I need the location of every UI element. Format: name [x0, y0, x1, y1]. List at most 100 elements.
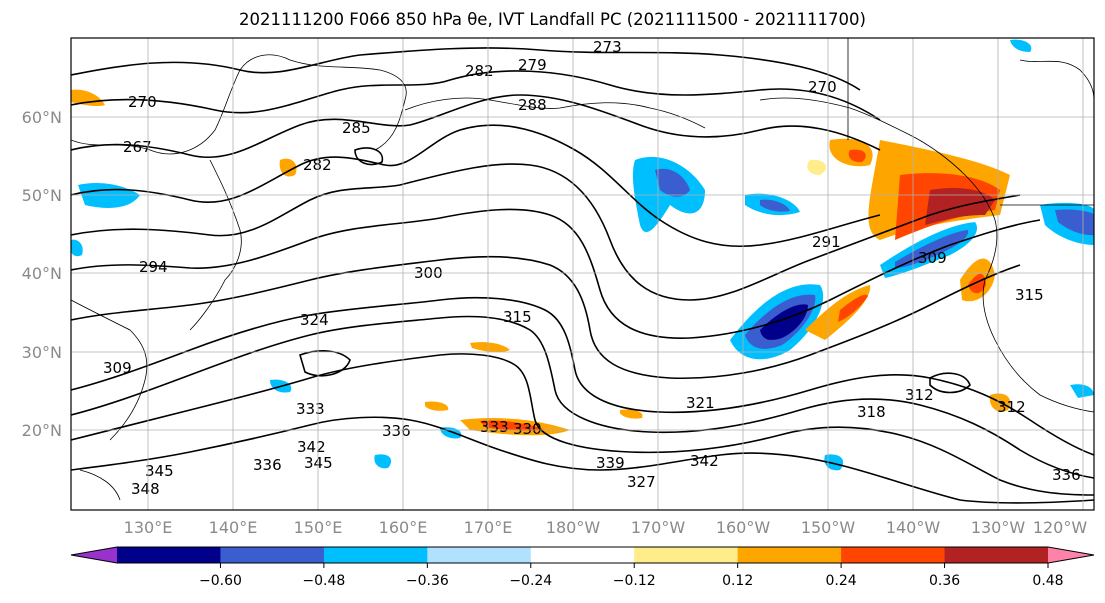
- negative-anomaly-region: [1070, 384, 1094, 398]
- contour-line: [71, 315, 1094, 479]
- colorbar-extend-low: [71, 547, 117, 563]
- colorbar-cell: [323, 547, 428, 563]
- lon-label: 160°E: [379, 518, 428, 537]
- colorbar-tick-label: 0.48: [1032, 573, 1063, 589]
- negative-anomaly-region: [1055, 209, 1094, 236]
- longitude-labels: 130°E 140°E 150°E 160°E 170°E 180°W 170°…: [124, 518, 1088, 537]
- contour-label: 312: [905, 386, 934, 404]
- lon-label: 170°E: [464, 518, 513, 537]
- contour-label: 273: [593, 38, 622, 56]
- colorbar-cell: [944, 547, 1049, 563]
- colorbar: −0.60 −0.48 −0.36 −0.24 −0.12 0.12 0.24 0.36 0.4…: [70, 546, 1095, 589]
- colorbar-extend-high: [1048, 547, 1094, 563]
- colorbar-tick-label: −0.48: [302, 573, 345, 589]
- colorbar-tick-label: −0.12: [613, 573, 656, 589]
- contour-line: [71, 208, 1041, 339]
- asia-coast: [71, 54, 407, 155]
- colorbar-cell: [220, 547, 325, 563]
- colorbar-cell: [117, 547, 221, 563]
- lon-label: 160°W: [716, 518, 771, 537]
- positive-anomaly-region: [480, 420, 545, 431]
- colorbar-outline: [70, 546, 1095, 564]
- lat-label: 30°N: [22, 343, 62, 362]
- negative-anomaly-region: [374, 454, 392, 469]
- contour-label: 309: [918, 249, 947, 267]
- contour-label: 312: [997, 398, 1026, 416]
- contour-label: 318: [857, 403, 886, 421]
- map-title: 2021111200 F066 850 hPa θe, IVT Landfall…: [239, 10, 866, 29]
- contour-line: [71, 255, 1021, 380]
- contour-labels: 273 282 279 270 270 288 285 267 282 294 …: [103, 38, 1081, 498]
- lon-label: 140°E: [209, 518, 258, 537]
- contour-label: 315: [503, 308, 532, 326]
- contour-label: 270: [128, 93, 157, 111]
- contour-line: [354, 147, 384, 166]
- lon-label: 130°E: [124, 518, 173, 537]
- contour-label: 270: [808, 78, 837, 96]
- negative-anomaly-region: [71, 239, 83, 257]
- positive-anomaly-region: [968, 273, 986, 294]
- colorbar-cells: [117, 547, 1049, 563]
- contour-label: 279: [518, 56, 547, 74]
- positive-anomaly-region: [805, 285, 871, 340]
- contour-line: [71, 353, 1094, 496]
- colorbar-tick-label: 0.12: [722, 573, 753, 589]
- contour-label: 294: [139, 258, 168, 276]
- negative-anomaly-region: [655, 168, 690, 197]
- map-content: 273 282 279 270 270 288 285 267 282 294 …: [71, 38, 1094, 510]
- china-coast: [71, 299, 148, 441]
- contour-label: 333: [296, 400, 325, 418]
- contour-line: [71, 94, 881, 159]
- positive-anomaly-region: [848, 149, 866, 163]
- positive-anomaly-region: [838, 294, 868, 322]
- colorbar-cell: [427, 547, 532, 563]
- negative-anomaly-region: [760, 304, 808, 340]
- contour-label: 336: [382, 422, 411, 440]
- positive-anomaly-region: [807, 159, 827, 175]
- latitude-labels: 60°N 50°N 40°N 30°N 20°N: [22, 108, 62, 440]
- colorbar-cell: [737, 547, 842, 563]
- contour-label: 309: [103, 359, 132, 377]
- pc-shading: [71, 39, 1094, 471]
- contour-label: 327: [627, 473, 656, 491]
- contour-line: [929, 372, 971, 394]
- lat-label: 20°N: [22, 421, 62, 440]
- map-frame: [70, 37, 1095, 511]
- contour-label: 315: [1015, 286, 1044, 304]
- lat-label: 60°N: [22, 108, 62, 127]
- contour-label: 345: [145, 462, 174, 480]
- positive-anomaly-region: [71, 89, 105, 107]
- lon-label: 150°E: [294, 518, 343, 537]
- contour-label: 348: [131, 480, 160, 498]
- graticule: [71, 38, 1094, 510]
- contour-label: 339: [596, 454, 625, 472]
- contour-label: 330: [513, 420, 542, 438]
- contour-line: [71, 416, 1094, 504]
- colorbar-cell: [634, 547, 739, 563]
- japan-coast: [189, 159, 242, 331]
- contour-label: 285: [342, 119, 371, 137]
- positive-anomaly-region: [620, 409, 643, 419]
- contour-line: [299, 350, 351, 377]
- contour-label: 336: [253, 456, 282, 474]
- lon-label: 120°W: [1033, 518, 1088, 537]
- negative-anomaly-region: [824, 454, 844, 471]
- lon-label: 180°W: [546, 518, 601, 537]
- lat-label: 50°N: [22, 186, 62, 205]
- arctic-coast: [1019, 59, 1094, 101]
- north-america-coast: [759, 97, 1094, 413]
- coastlines: [71, 38, 1094, 501]
- colorbar-tick-label: 0.24: [826, 573, 857, 589]
- contour-line: [71, 70, 881, 121]
- colorbar-tick-label: −0.36: [406, 573, 449, 589]
- lon-label: 170°W: [631, 518, 686, 537]
- contour-label: 336: [1052, 466, 1081, 484]
- colorbar-ticks: −0.60 −0.48 −0.36 −0.24 −0.12 0.12 0.24 0.36 0.4…: [199, 563, 1064, 589]
- negative-anomaly-region: [760, 199, 790, 212]
- colorbar-cell: [530, 547, 635, 563]
- positive-anomaly-region: [425, 401, 449, 411]
- contour-label: 282: [465, 62, 494, 80]
- contour-line: [71, 296, 1094, 456]
- lat-label: 40°N: [22, 264, 62, 283]
